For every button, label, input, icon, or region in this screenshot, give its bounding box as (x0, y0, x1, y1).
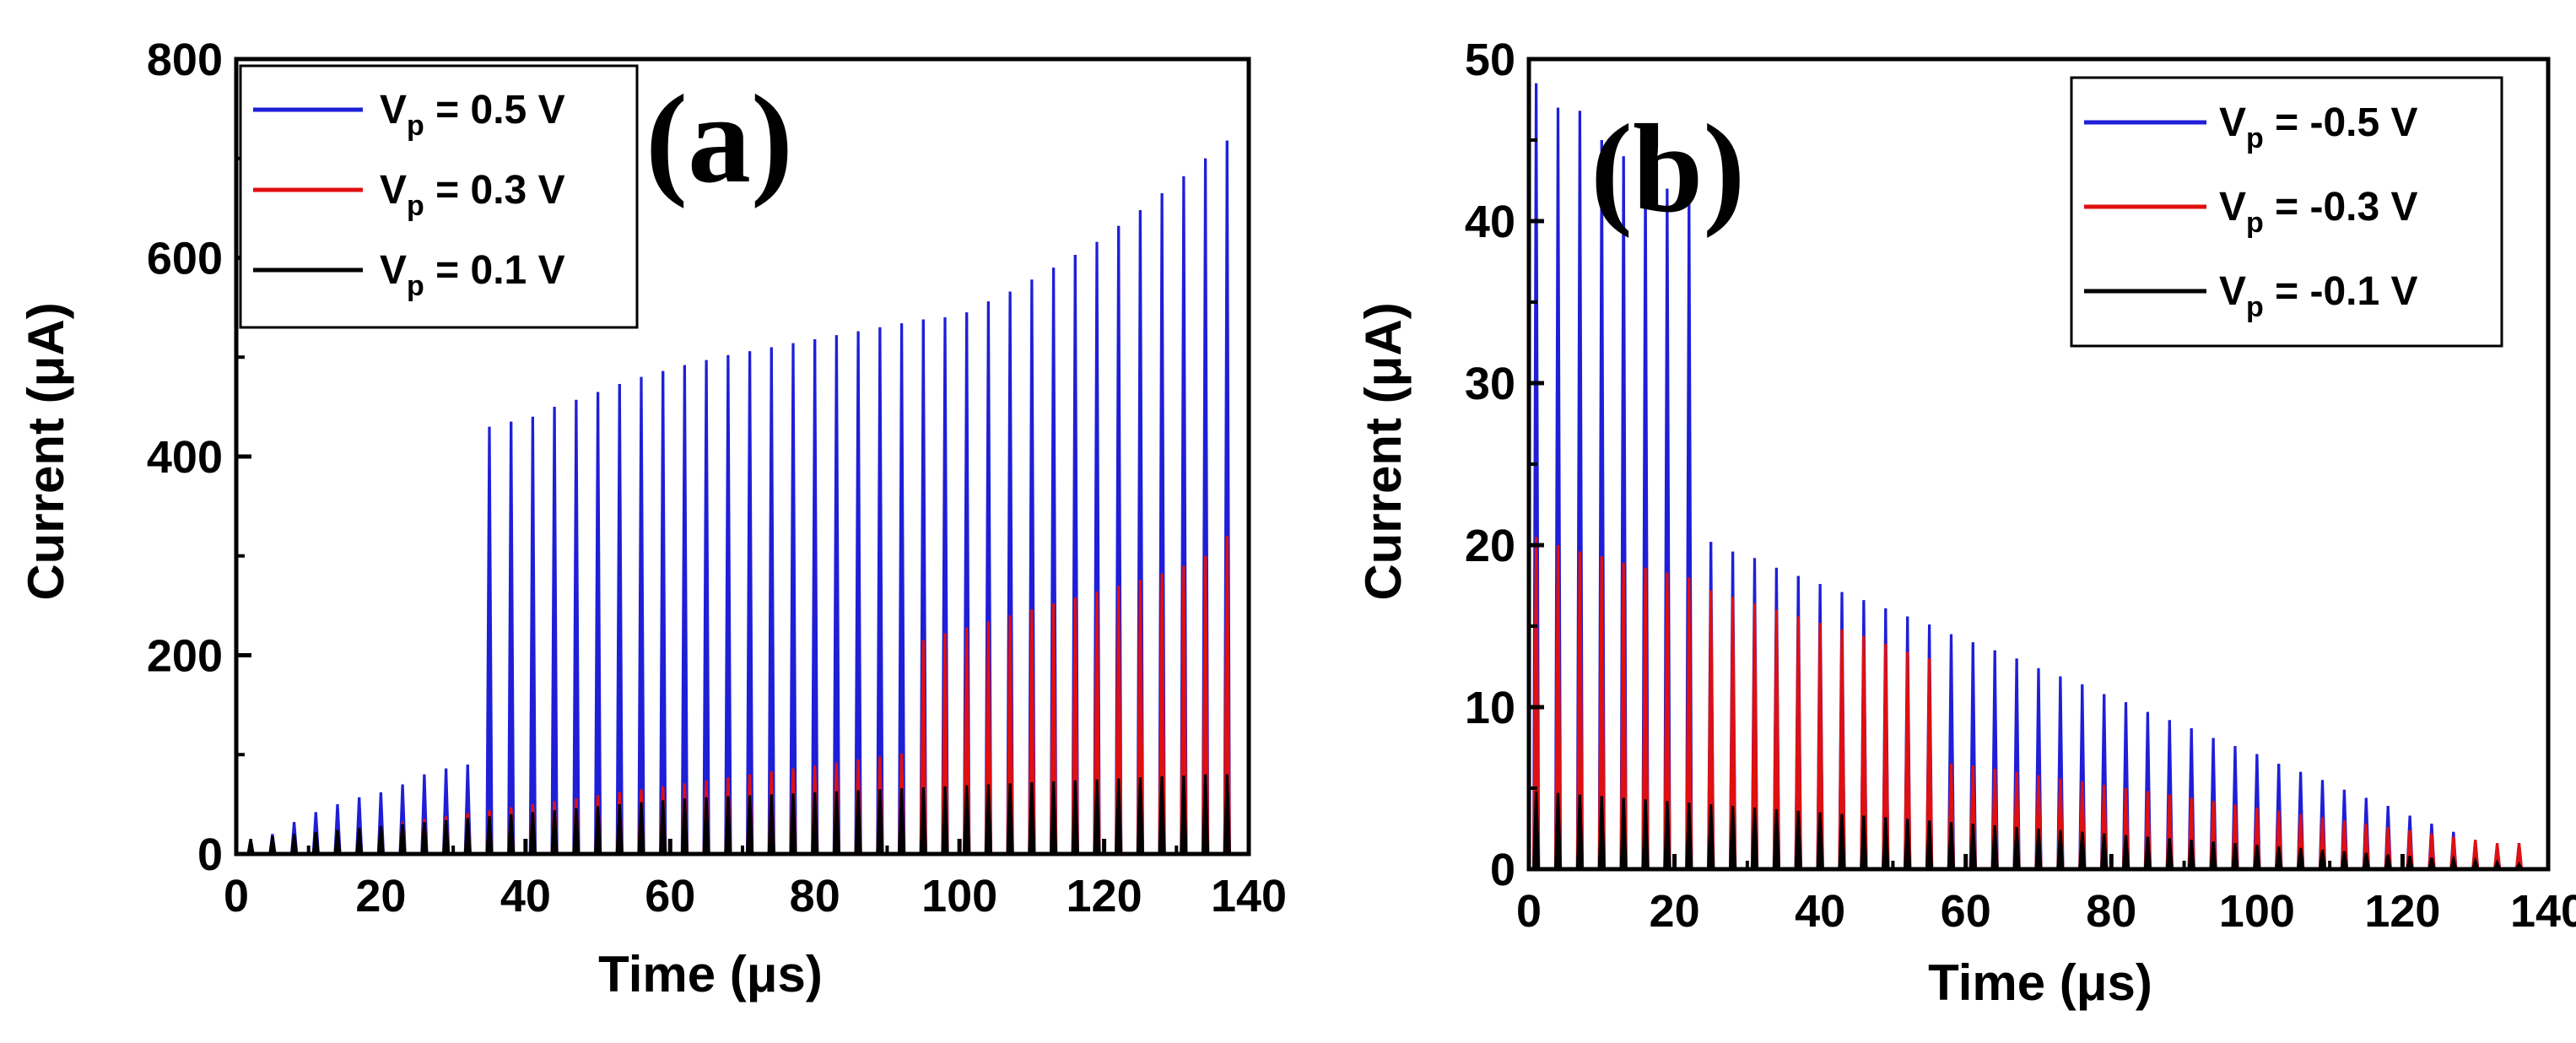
panel-b-legend-subscript: p (2246, 207, 2264, 239)
panel-b-xtick-label: 20 (1650, 886, 1700, 937)
panel-a-xtick-label: 0 (224, 871, 249, 921)
panel-a-xlabel: Time (μs) (598, 946, 823, 1002)
panel-b-legend-subscript: p (2246, 122, 2264, 154)
panel-a-ytick-label: 600 (147, 234, 223, 284)
panel-a: 0 20 40 60 80 100 120 140 0 200 400 600 800 (a) Time… (18, 35, 1287, 1002)
panel-b-legend-label: = -0.3 V (2264, 185, 2418, 230)
panel-b-legend-subscript: p (2246, 291, 2264, 323)
panel-a-legend-entry-2: Vp = 0.1 V (380, 248, 565, 302)
panel-a-ytick-label: 0 (197, 830, 223, 880)
panel-a-legend-subscript: p (407, 110, 424, 142)
panel-a-xtick-label: 20 (355, 871, 406, 921)
panel-a-ylabel: Current (μA) (18, 302, 74, 600)
panel-b-xtick-label: 0 (1516, 886, 1542, 937)
panel-a-xtick-label: 140 (1211, 871, 1287, 921)
panel-a-xtick-label: 80 (790, 871, 840, 921)
panel-b-legend-symbol: V (2219, 269, 2246, 314)
panel-a-ytick-label: 800 (147, 35, 223, 85)
panel-b-ytick-label: 10 (1465, 683, 1515, 733)
panel-a-legend-entry-1: Vp = 0.3 V (380, 168, 565, 222)
panel-a-legend-label: = 0.3 V (424, 168, 565, 213)
panel-b-legend: Vp = -0.5 VVp = -0.3 VVp = -0.1 V (2070, 76, 2503, 348)
panel-b-xtick-label: 120 (2364, 886, 2440, 937)
panel-b-ylabel: Current (μA) (1355, 302, 1412, 600)
panel-b-ytick-label: 20 (1465, 521, 1515, 571)
panel-a-legend: Vp = 0.5 VVp = 0.3 VVp = 0.1 V (239, 64, 639, 329)
panel-a-legend-entry-0: Vp = 0.5 V (380, 88, 565, 142)
panel-a-xtick-label: 100 (921, 871, 997, 921)
panel-a-legend-symbol: V (380, 168, 407, 213)
panel-b-xtick-label: 60 (1941, 886, 1991, 937)
panel-b-legend-entry-2: Vp = -0.1 V (2219, 269, 2418, 323)
panel-b-xtick-label: 100 (2219, 886, 2295, 937)
panel-b-legend-label: = -0.1 V (2264, 269, 2418, 314)
panel-a-legend-symbol: V (380, 88, 407, 132)
panel-b: 0 20 40 60 80 100 120 140 0 10 20 30 40 50 (b) Time (… (1355, 35, 2576, 1011)
panel-b-xtick-label: 40 (1795, 886, 1845, 937)
panel-b-xtick-label: 80 (2086, 886, 2136, 937)
panel-a-legend-subscript: p (407, 190, 424, 222)
panel-a-ytick-label: 400 (147, 432, 223, 483)
panel-b-legend-symbol: V (2219, 185, 2246, 230)
panel-a-marks (236, 140, 1249, 856)
panel-b-legend-label: = -0.5 V (2264, 100, 2418, 145)
panel-a-label: (a) (645, 69, 793, 209)
panel-b-ytick-label: 50 (1465, 35, 1515, 85)
panel-a-xtick-label: 120 (1067, 871, 1142, 921)
panel-b-ytick-label: 30 (1465, 359, 1515, 409)
panel-a-xtick-label: 60 (645, 871, 695, 921)
panel-a-ticks: 0 20 40 60 80 100 120 140 0 200 400 600 800 (147, 35, 1287, 921)
panel-b-xlabel: Time (μs) (1928, 954, 2152, 1011)
panel-b-xtick-label: 140 (2510, 886, 2576, 937)
panel-b-ytick-label: 40 (1465, 197, 1515, 247)
panel-a-legend-label: = 0.1 V (424, 248, 565, 293)
panel-a-legend-subscript: p (407, 270, 424, 302)
panel-b-label: (b) (1590, 99, 1745, 239)
panel-b-legend-entry-1: Vp = -0.3 V (2219, 185, 2418, 239)
panel-b-ticks: 0 20 40 60 80 100 120 140 0 10 20 30 40 50 (1465, 35, 2576, 937)
panel-a-legend-symbol: V (380, 248, 407, 293)
panel-a-xtick-label: 40 (500, 871, 551, 921)
panel-b-ytick-label: 0 (1490, 845, 1515, 895)
panel-b-legend-entry-0: Vp = -0.5 V (2219, 100, 2418, 154)
panel-a-ytick-label: 200 (147, 631, 223, 682)
panel-a-legend-label: = 0.5 V (424, 88, 565, 132)
panel-b-legend-symbol: V (2219, 100, 2246, 145)
